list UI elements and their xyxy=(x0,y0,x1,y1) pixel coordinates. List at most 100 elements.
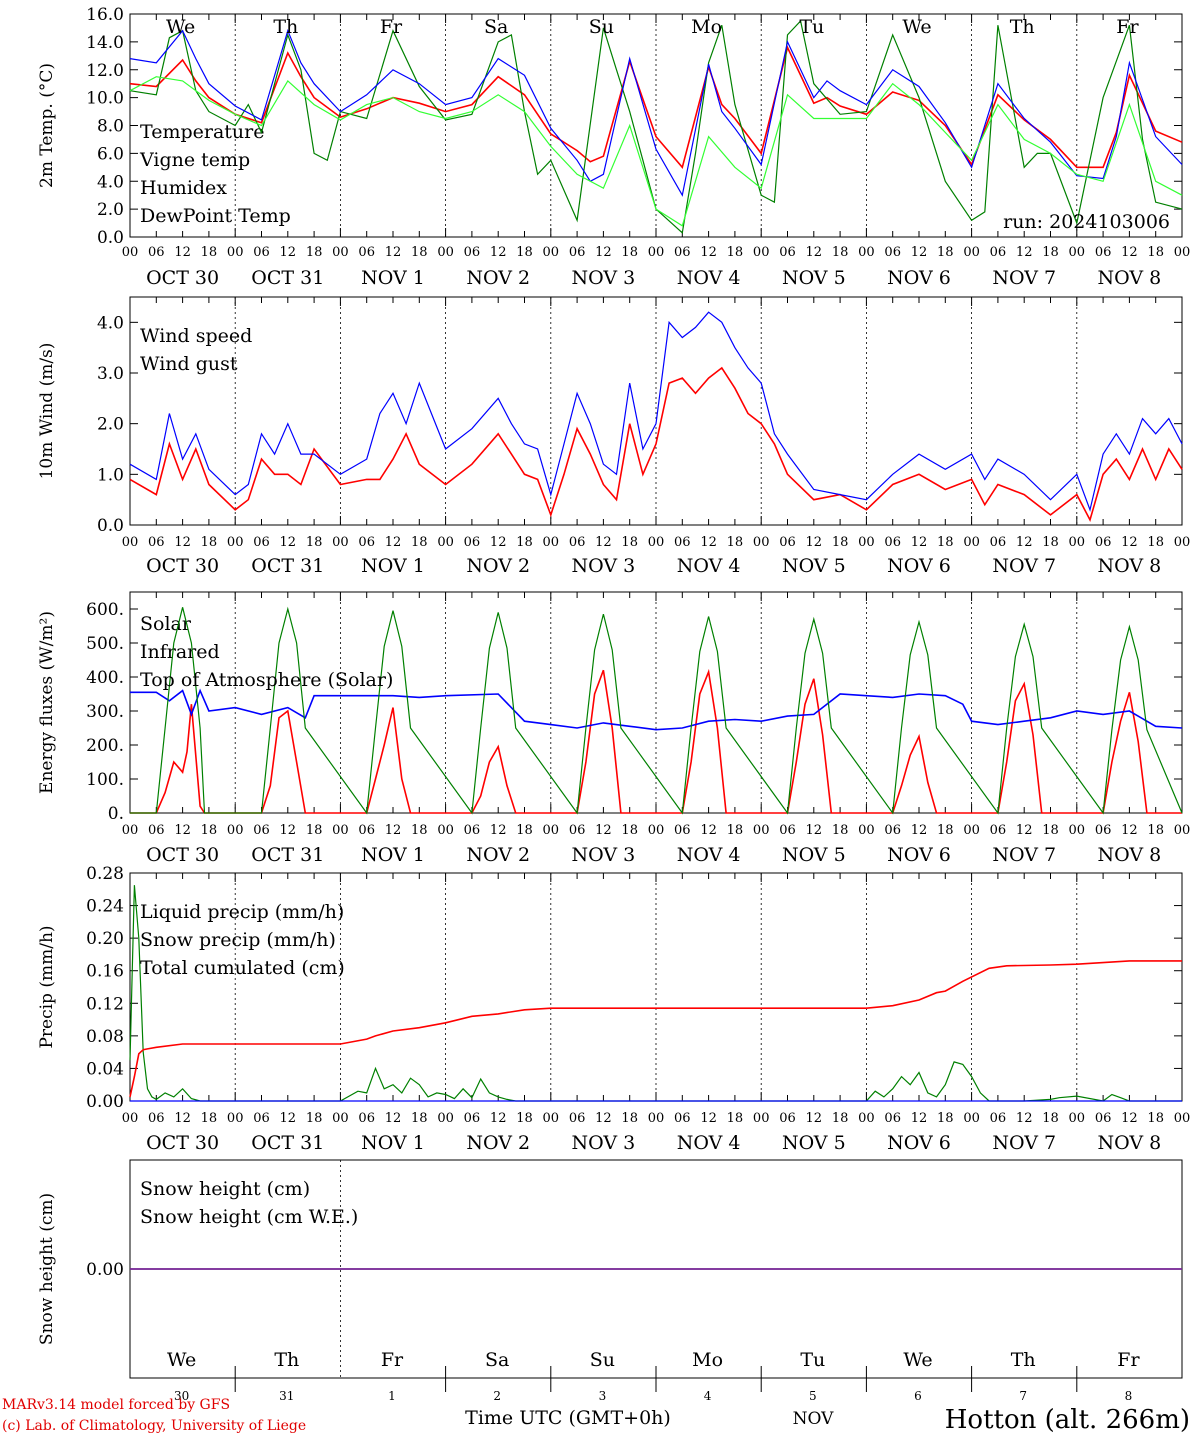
day-number-label: 5 xyxy=(809,1389,817,1403)
hour-tick-label: 00 xyxy=(858,245,875,260)
weekday-label-bottom: We xyxy=(903,1349,932,1371)
date-label: NOV 1 xyxy=(361,1132,425,1154)
hour-tick-label: 00 xyxy=(122,1111,139,1126)
date-label: NOV 4 xyxy=(677,555,741,577)
y-tick-label: 12.0 xyxy=(86,61,124,81)
hour-tick-label: 06 xyxy=(884,823,901,838)
hour-tick-label: 06 xyxy=(569,823,586,838)
station-label: Hotton (alt. 266m) xyxy=(945,1405,1190,1435)
hour-tick-label: 12 xyxy=(806,823,823,838)
hour-tick-label: 00 xyxy=(437,535,454,550)
y-tick-label: 8.0 xyxy=(97,117,124,137)
hour-tick-label: 00 xyxy=(332,535,349,550)
hour-tick-label: 12 xyxy=(490,823,507,838)
y-tick-label: 10.0 xyxy=(86,89,124,109)
series-line-solar xyxy=(130,668,1182,814)
hour-tick-label: 12 xyxy=(280,1111,297,1126)
hour-tick-label: 12 xyxy=(280,245,297,260)
series-line-top-of-atmosphere-solar- xyxy=(130,606,1183,815)
date-label: OCT 30 xyxy=(146,555,219,577)
date-label: OCT 31 xyxy=(251,844,324,866)
y-tick-label: 2.0 xyxy=(97,415,124,435)
hour-tick-label: 00 xyxy=(543,245,560,260)
hour-tick-label: 00 xyxy=(227,823,244,838)
hour-tick-label: 12 xyxy=(385,535,402,550)
hour-tick-label: 06 xyxy=(990,535,1007,550)
y-axis-title: Energy fluxes (W/m²) xyxy=(37,611,57,794)
hour-tick-label: 12 xyxy=(806,1111,823,1126)
weekday-label-bottom: We xyxy=(167,1349,196,1371)
hour-tick-label: 12 xyxy=(595,245,612,260)
hour-tick-label: 00 xyxy=(122,535,139,550)
hour-tick-label: 12 xyxy=(1121,535,1138,550)
hour-tick-label: 12 xyxy=(1016,535,1033,550)
y-tick-label: 0.20 xyxy=(86,929,124,949)
y-tick-label: 0.28 xyxy=(86,864,124,884)
hour-tick-label: 12 xyxy=(385,245,402,260)
hour-tick-label: 00 xyxy=(122,823,139,838)
hour-tick-label: 18 xyxy=(832,535,849,550)
hour-tick-label: 18 xyxy=(516,823,533,838)
hour-tick-label: 18 xyxy=(201,823,218,838)
hour-tick-label: 00 xyxy=(1069,1111,1086,1126)
hour-tick-label: 06 xyxy=(358,245,375,260)
hour-tick-label: 12 xyxy=(806,535,823,550)
y-tick-label: 0.00 xyxy=(86,1092,124,1112)
y-tick-label: 3.0 xyxy=(97,364,124,384)
hour-tick-label: 12 xyxy=(595,535,612,550)
hour-tick-label: 06 xyxy=(779,535,796,550)
hour-tick-label: 18 xyxy=(937,535,954,550)
hour-tick-label: 18 xyxy=(832,1111,849,1126)
hour-tick-label: 00 xyxy=(122,245,139,260)
hour-tick-label: 18 xyxy=(832,245,849,260)
date-label: NOV 3 xyxy=(572,267,636,289)
hour-tick-label: 00 xyxy=(963,535,980,550)
hour-tick-label: 06 xyxy=(779,1111,796,1126)
day-number-label: 2 xyxy=(493,1389,501,1403)
legend-entry: Infrared xyxy=(140,641,220,663)
weekday-label-top: We xyxy=(166,16,195,38)
date-label: NOV 4 xyxy=(677,267,741,289)
hour-tick-label: 06 xyxy=(674,823,691,838)
hour-tick-label: 18 xyxy=(727,245,744,260)
hour-tick-label: 00 xyxy=(543,823,560,838)
hour-tick-label: 00 xyxy=(963,245,980,260)
hour-tick-label: 12 xyxy=(595,823,612,838)
date-label: NOV 7 xyxy=(992,844,1056,866)
hour-tick-label: 12 xyxy=(174,535,191,550)
date-label: NOV 6 xyxy=(887,844,951,866)
hour-tick-label: 12 xyxy=(1016,823,1033,838)
hour-tick-label: 18 xyxy=(1147,245,1164,260)
hour-tick-label: 12 xyxy=(700,823,717,838)
hour-tick-label: 06 xyxy=(464,1111,481,1126)
panel-2: 0.0 1.0 2.0 3.0 4.0 10m Wind (m/s) Wind speed W… xyxy=(37,296,1190,577)
weekday-label-bottom: Mo xyxy=(692,1349,723,1371)
panel-4: 0.00 0.04 0.08 0.12 0.16 0.20 0.24 0.28 Precip (… xyxy=(37,864,1190,1154)
hour-tick-label: 00 xyxy=(227,1111,244,1126)
legend-entry: DewPoint Temp xyxy=(140,205,291,227)
y-tick-label: 0.0 xyxy=(97,228,124,248)
hour-tick-label: 12 xyxy=(700,1111,717,1126)
hour-tick-label: 12 xyxy=(911,535,928,550)
y-tick-label: 0.16 xyxy=(86,962,124,982)
hour-tick-label: 00 xyxy=(858,823,875,838)
date-label: NOV 6 xyxy=(887,267,951,289)
day-number-label: 3 xyxy=(599,1389,607,1403)
date-label: NOV 8 xyxy=(1098,267,1162,289)
date-label: NOV 1 xyxy=(361,844,425,866)
hour-tick-label: 18 xyxy=(516,535,533,550)
weekday-label-top: Su xyxy=(589,16,614,38)
hour-tick-label: 00 xyxy=(437,245,454,260)
date-label: NOV 8 xyxy=(1098,844,1162,866)
day-number-label: 7 xyxy=(1019,1389,1027,1403)
hour-tick-label: 00 xyxy=(648,823,665,838)
panel-3: 0. 100. 200. 300. 400. 500. 600. Energy fluxes … xyxy=(37,591,1190,866)
hour-tick-label: 00 xyxy=(648,245,665,260)
date-label: OCT 30 xyxy=(146,844,219,866)
date-label: NOV 2 xyxy=(466,555,530,577)
series-line-humidex xyxy=(129,28,1183,197)
hour-tick-label: 12 xyxy=(1121,1111,1138,1126)
hour-tick-label: 18 xyxy=(832,823,849,838)
hour-tick-label: 00 xyxy=(648,535,665,550)
